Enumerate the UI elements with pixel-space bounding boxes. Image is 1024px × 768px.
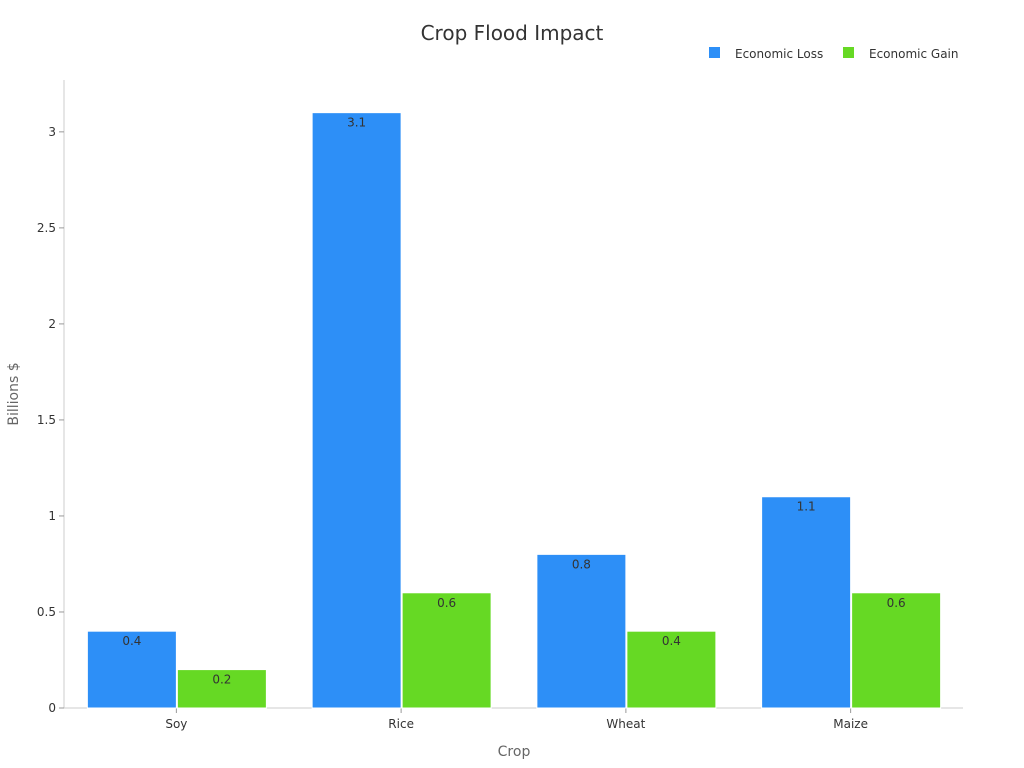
legend: Economic Loss Economic Gain [709,47,959,61]
chart-title: Crop Flood Impact [421,21,604,45]
bar-economic-gain-maize[interactable] [851,592,942,709]
data-label: 0.2 [212,673,231,687]
y-axis-label: Billions $ [6,362,22,425]
bar-economic-gain-soy[interactable] [176,669,267,709]
data-label: 0.4 [662,634,681,648]
x-tick-label: Maize [833,717,868,731]
legend-label[interactable]: Economic Loss [735,47,823,61]
data-label: 0.6 [437,596,456,610]
y-tick-label: 1 [48,509,56,523]
y-tick-label: 2.5 [37,221,56,235]
legend-label[interactable]: Economic Gain [869,47,959,61]
data-label: 0.4 [122,634,141,648]
bar-economic-loss-maize[interactable] [761,496,852,709]
y-tick-label: 3 [48,125,56,139]
bar-economic-gain-rice[interactable] [401,592,492,709]
bar-economic-loss-wheat[interactable] [536,553,627,709]
y-tick-label: 2 [48,317,56,331]
data-label: 0.6 [887,596,906,610]
x-tick-label: Wheat [606,717,645,731]
data-label: 1.1 [797,500,816,514]
x-tick-label: Rice [388,717,414,731]
x-axis-label: Crop [498,744,531,760]
bar-economic-loss-soy[interactable] [86,630,177,709]
x-tick-label: Soy [165,717,187,731]
legend-swatch [709,47,720,58]
y-tick-label: 0 [48,701,56,715]
legend-swatch [843,47,854,58]
data-label: 3.1 [347,116,366,130]
data-label: 0.8 [572,557,591,571]
y-tick-label: 0.5 [37,605,56,619]
y-tick-label: 1.5 [37,413,56,427]
bar-economic-gain-wheat[interactable] [626,630,717,709]
bar-economic-loss-rice[interactable] [311,112,402,709]
